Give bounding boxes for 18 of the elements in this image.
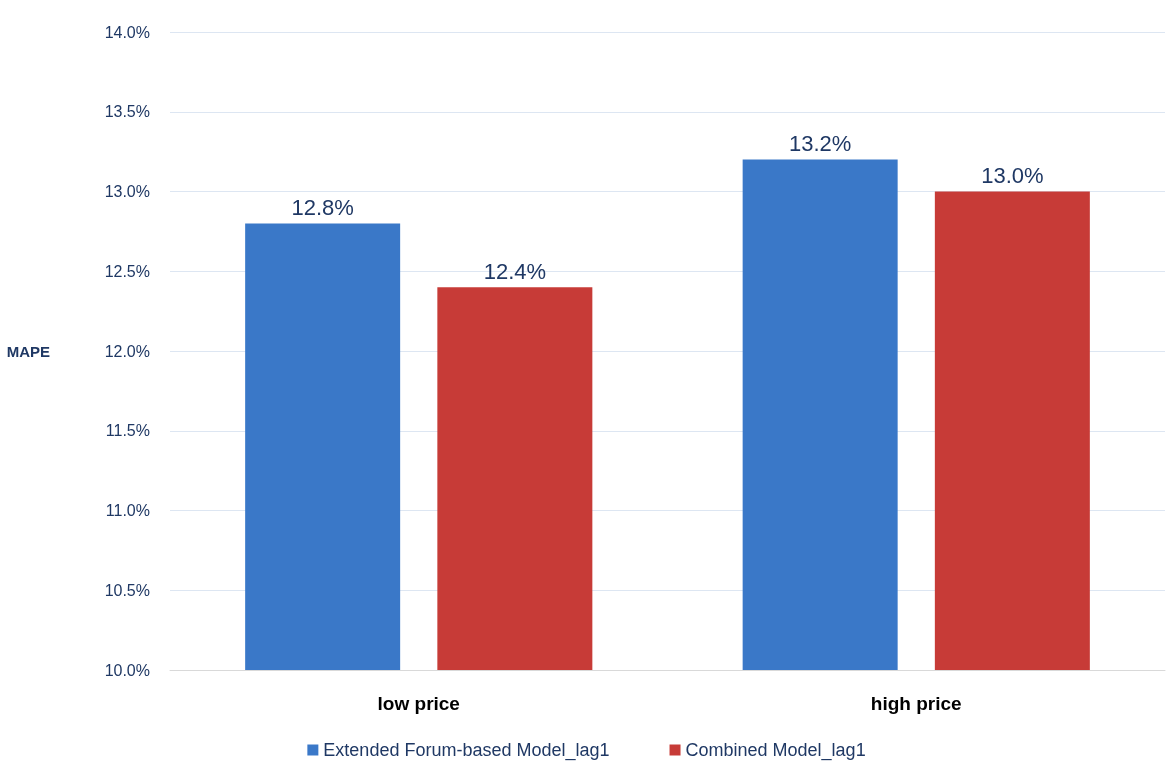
y-tick-label: 10.0% xyxy=(104,661,150,679)
data-label: 13.2% xyxy=(788,131,852,157)
x-tick-label: low price xyxy=(377,693,460,714)
legend-label: Extended Forum-based Model_lag1 xyxy=(323,740,610,761)
y-axis-title: MAPE xyxy=(6,342,50,360)
y-tick-label: 13.5% xyxy=(104,103,150,121)
data-label: 12.8% xyxy=(291,194,354,220)
legend-label: Combined Model_lag1 xyxy=(685,740,866,761)
y-tick-label: 14.0% xyxy=(104,23,150,41)
x-tick-label: high price xyxy=(870,693,962,714)
y-tick-label: 12.5% xyxy=(104,262,150,280)
data-label: 12.4% xyxy=(483,258,547,284)
y-tick-label: 13.0% xyxy=(104,183,150,200)
y-tick-label: 11.0% xyxy=(105,502,150,519)
data-label: 13.0% xyxy=(981,163,1044,188)
y-tick-label: 11.5% xyxy=(105,422,150,440)
y-tick-label: 12.0% xyxy=(104,342,150,360)
y-tick-label: 10.5% xyxy=(104,581,150,599)
